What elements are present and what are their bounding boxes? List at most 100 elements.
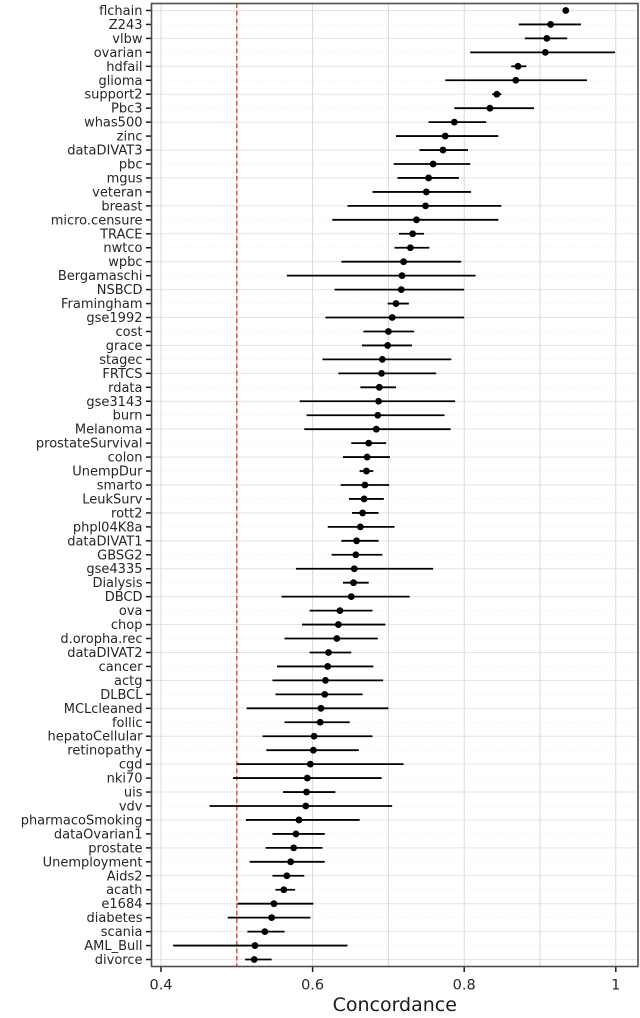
y-axis-label: support2	[84, 88, 142, 103]
data-point	[283, 872, 291, 880]
y-axis-label: whas500	[84, 116, 142, 131]
y-axis-label: uis	[124, 786, 143, 801]
y-axis-label: cancer	[99, 660, 143, 675]
data-point	[352, 551, 360, 559]
y-axis-label: rdata	[108, 381, 142, 396]
data-point	[441, 132, 449, 140]
y-axis-label: ovarian	[94, 46, 143, 61]
data-point	[321, 690, 329, 698]
y-axis-label: Z243	[109, 18, 143, 33]
x-tick-label: 0.4	[149, 978, 172, 994]
y-axis-label: colon	[108, 451, 143, 466]
y-axis-label: breast	[101, 199, 142, 214]
x-axis-layer: 0.4 0.6 0.8 1	[149, 966, 620, 994]
y-axis-label: ova	[119, 604, 143, 619]
data-point	[336, 607, 344, 615]
y-axis-label: Aids2	[107, 869, 143, 884]
y-axis-label: LeukSurv	[82, 492, 143, 507]
data-point	[287, 858, 295, 866]
data-point	[400, 258, 407, 266]
data-point	[541, 48, 549, 56]
y-axis-label: flchain	[99, 4, 142, 19]
data-point	[309, 746, 317, 754]
y-axis-label: GBSG2	[97, 548, 142, 563]
y-axis-label: Unemployment	[43, 855, 143, 870]
data-point	[398, 272, 406, 280]
data-point	[310, 732, 318, 740]
data-point	[363, 467, 370, 475]
data-point	[325, 649, 332, 656]
data-point	[363, 453, 371, 461]
data-point	[378, 355, 386, 363]
y-axis-label: zinc	[117, 130, 143, 145]
data-point	[365, 439, 373, 447]
data-point	[547, 21, 555, 28]
data-point	[375, 383, 383, 391]
y-axis-label: chop	[111, 618, 143, 633]
y-axis-label: dataDIVAT1	[67, 534, 142, 549]
data-point	[422, 202, 429, 210]
x-axis-title: Concordance	[333, 994, 457, 1016]
y-axis-label: vlbw	[112, 32, 143, 47]
y-axis-label: NSBCD	[97, 283, 143, 298]
y-axis-label: Dialysis	[92, 576, 142, 591]
data-point	[562, 7, 570, 14]
data-point	[384, 342, 392, 349]
y-axis-label: gse1992	[86, 311, 142, 326]
data-point	[359, 509, 367, 517]
y-axis-label: scania	[101, 925, 143, 940]
y-axis-label: Framingham	[61, 297, 142, 312]
data-point	[302, 802, 310, 810]
y-axis-label: veteran	[92, 185, 142, 200]
y-axis-label: burn	[113, 409, 143, 424]
data-point	[261, 928, 269, 936]
data-point	[303, 788, 310, 796]
data-point	[333, 635, 341, 642]
data-point	[295, 816, 303, 824]
y-axis-label: AML_Bull	[84, 939, 142, 954]
data-point	[397, 286, 405, 294]
data-point	[251, 942, 259, 949]
y-axis-label: grace	[106, 339, 143, 354]
gridlines-layer	[151, 3, 638, 967]
y-axis-layer: flchainZ243vlbwovarianhdfailgliomasuppor…	[21, 4, 152, 968]
y-axis-label: diabetes	[87, 911, 143, 926]
data-point	[429, 160, 437, 168]
data-point	[375, 397, 382, 405]
data-point	[290, 844, 298, 852]
data-point	[322, 676, 329, 684]
data-point	[388, 314, 396, 321]
data-point	[356, 523, 364, 531]
data-point	[334, 621, 342, 628]
y-axis-label: glioma	[98, 74, 142, 89]
data-point	[409, 230, 417, 238]
data-point	[306, 760, 314, 768]
data-point	[250, 956, 258, 963]
y-axis-label: prostate	[88, 841, 142, 856]
y-axis-label: acath	[106, 883, 142, 898]
data-point	[385, 328, 392, 335]
data-point	[347, 593, 355, 601]
y-axis-label: smarto	[97, 479, 143, 494]
data-point	[350, 579, 357, 587]
data-point	[392, 300, 400, 307]
data-point	[360, 495, 368, 503]
data-point	[493, 90, 501, 98]
data-point	[317, 704, 325, 712]
y-axis-label: vdv	[119, 800, 143, 815]
y-axis-label: FRTCS	[102, 367, 142, 382]
y-axis-label: d.oropha.rec	[60, 632, 142, 647]
y-axis-label: dataOvarian1	[54, 827, 143, 842]
y-axis-label: follic	[112, 716, 143, 731]
y-axis-label: DLBCL	[100, 688, 143, 703]
y-axis-label: Bergamaschi	[58, 269, 143, 284]
data-point	[514, 62, 522, 70]
data-point	[303, 774, 311, 782]
data-point	[353, 537, 360, 545]
x-tick-label: 0.6	[301, 978, 324, 994]
y-axis-label: nki70	[107, 772, 143, 787]
y-axis-label: MCLcleaned	[64, 702, 143, 717]
data-point	[422, 188, 430, 196]
y-axis-label: cgd	[119, 758, 143, 773]
